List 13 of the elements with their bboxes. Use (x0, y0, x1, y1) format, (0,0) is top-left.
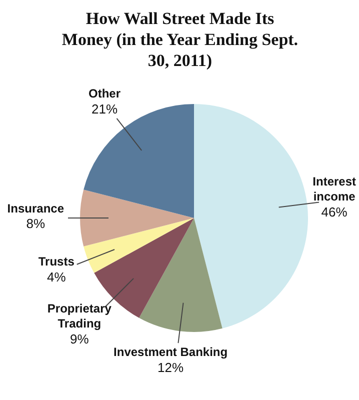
slice-label: Insurance (7, 201, 64, 216)
slice-label: Investment Banking (114, 345, 228, 360)
slice-label: Other (88, 86, 121, 101)
data-label: 21% (92, 102, 118, 117)
data-label: 9% (70, 331, 90, 346)
slice-label: Interest income (312, 174, 356, 204)
data-label: 4% (46, 269, 66, 284)
data-label: 12% (158, 360, 184, 375)
data-label: 46% (321, 204, 348, 220)
data-label: 8% (26, 216, 46, 232)
slice-label: Proprietary Trading (47, 302, 112, 331)
chart-title: How Wall Street Made Its Money (in the Year Ending Sept. 30, 2011) (60, 8, 300, 71)
slice-label: Trusts (38, 254, 75, 269)
